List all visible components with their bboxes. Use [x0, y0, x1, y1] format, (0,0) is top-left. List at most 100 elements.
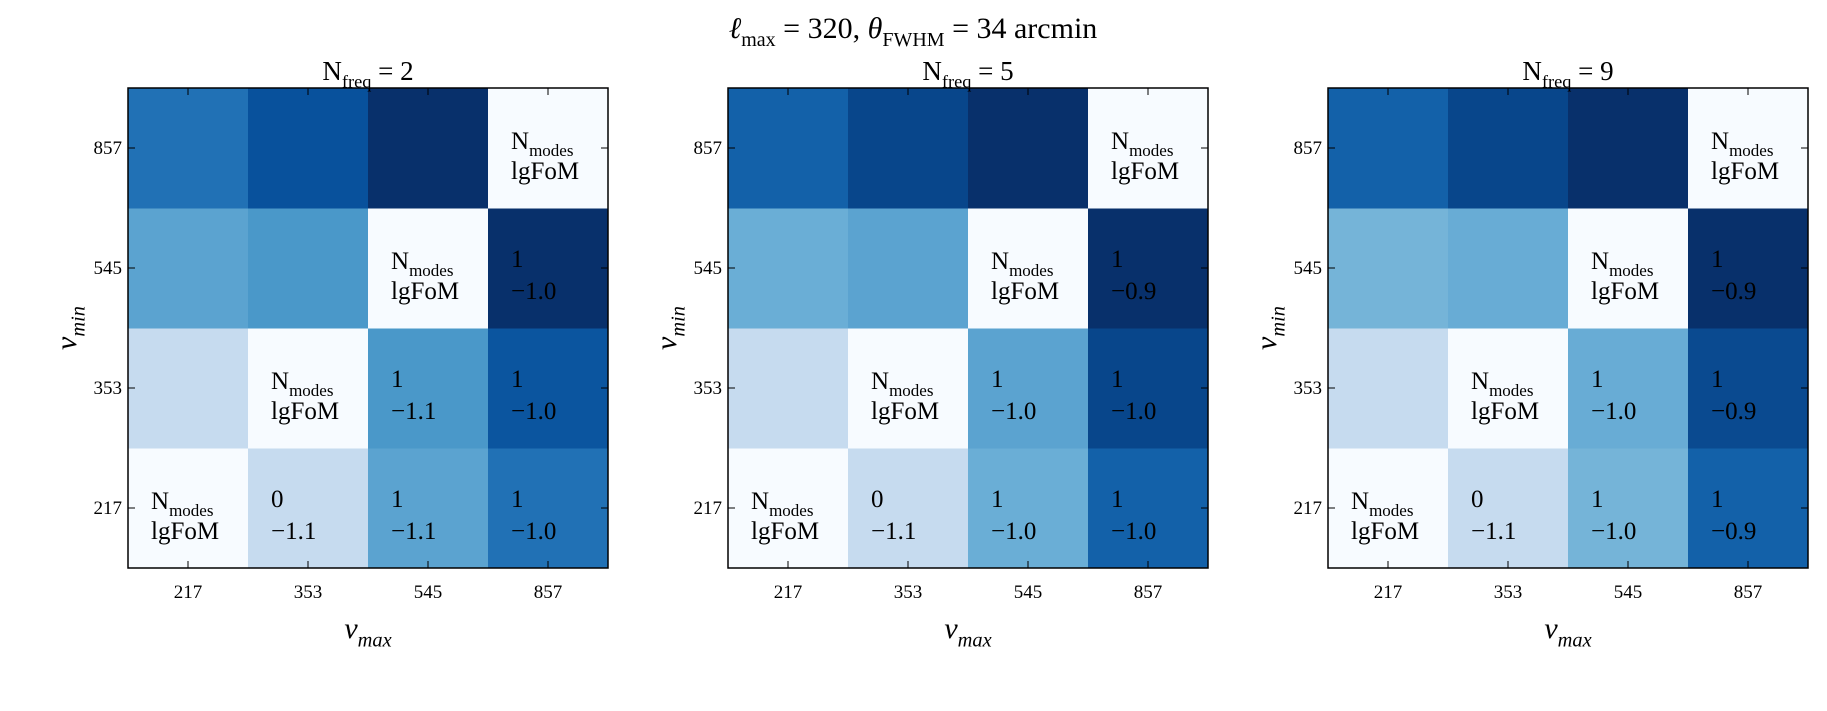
heatmap-cell: [368, 88, 489, 209]
heatmap-cell: [1328, 448, 1449, 569]
figure-title: ℓmax = 320, θFWHM = 34 arcmin: [729, 12, 1098, 51]
title-sub: max: [741, 29, 775, 51]
x-axis-label: νmax: [944, 612, 991, 651]
heatmap-cell: [1688, 328, 1809, 449]
cell-label-bottom: lgFoM: [751, 518, 819, 545]
cell-label-bottom: lgFoM: [1471, 398, 1539, 425]
heatmap-cell: [1568, 328, 1689, 449]
lgfom-label: −1.0: [511, 518, 556, 545]
y-tick-label: 217: [94, 498, 123, 519]
cell-label-top-sub: modes: [409, 261, 453, 280]
cell-label-top: Nmodes: [391, 248, 453, 280]
lgfom-label: −0.9: [1711, 518, 1756, 545]
x-tick-label: 857: [534, 582, 563, 603]
heatmap-cell: [1448, 88, 1569, 209]
n-modes-label: 1: [391, 366, 404, 393]
y-axis-label: νmin: [50, 306, 89, 350]
cell-label-top-base: N: [511, 128, 529, 155]
heatmap-cell: [248, 88, 369, 209]
cell-label-top-sub: modes: [1369, 501, 1413, 520]
cell-label-top: Nmodes: [1471, 368, 1533, 400]
heatmap-cell: [368, 208, 489, 329]
heatmap-cell: [128, 448, 249, 569]
title-part: θ: [868, 12, 883, 45]
cell-label-bottom: lgFoM: [511, 158, 579, 185]
lgfom-label: −1.1: [391, 398, 436, 425]
panel-title: Nfreq = 9: [1522, 56, 1613, 92]
y-axis-label-base: ν: [650, 336, 683, 350]
cell-label-top-sub: modes: [1489, 381, 1533, 400]
lgfom-label: −0.9: [1111, 278, 1156, 305]
n-modes-label: 0: [871, 486, 884, 513]
y-tick-label: 857: [94, 138, 123, 159]
lgfom-label: −1.0: [511, 278, 556, 305]
cell-label-top-base: N: [271, 368, 289, 395]
heatmap-cell: [1328, 208, 1449, 329]
y-axis-label: νmin: [1250, 306, 1289, 350]
cell-label-top: Nmodes: [271, 368, 333, 400]
heatmap-cell: [728, 328, 849, 449]
n-modes-label: 1: [991, 366, 1004, 393]
heatmap-cell: [1568, 208, 1689, 329]
title-part: = 320,: [776, 12, 868, 45]
cell-label-top-sub: modes: [169, 501, 213, 520]
heatmap-cell: [1448, 208, 1569, 329]
heatmap-cell: [968, 448, 1089, 569]
heatmap-cell: [1448, 328, 1569, 449]
y-axis-label: νmin: [650, 306, 689, 350]
lgfom-label: −0.9: [1711, 398, 1756, 425]
heatmap-cell: [368, 328, 489, 449]
cell-label-top: Nmodes: [1591, 248, 1653, 280]
heatmap-cell: [368, 448, 489, 569]
x-tick-label: 857: [1734, 582, 1763, 603]
heatmap-cell: [848, 208, 969, 329]
cell-label-top: Nmodes: [991, 248, 1053, 280]
cell-label-top-base: N: [391, 248, 409, 275]
y-axis-label-sub: min: [1267, 306, 1289, 337]
panel: NmodeslgFoM0−1.11−1.01−0.9NmodeslgFoM1−1…: [1250, 56, 1809, 651]
n-modes-label: 1: [1711, 486, 1724, 513]
cell-label-bottom: lgFoM: [871, 398, 939, 425]
y-axis-label-base: ν: [50, 336, 83, 350]
heatmap-cell: [1088, 88, 1209, 209]
y-tick-label: 217: [1294, 498, 1323, 519]
cell-label-top-base: N: [1351, 488, 1369, 515]
n-modes-label: 1: [1111, 486, 1124, 513]
y-axis-label-sub: min: [67, 306, 89, 337]
heatmap-cell: [848, 88, 969, 209]
cell-label-bottom: lgFoM: [271, 398, 339, 425]
lgfom-label: −1.1: [391, 518, 436, 545]
n-modes-label: 0: [1471, 486, 1484, 513]
x-axis-label-base: ν: [344, 612, 358, 645]
cell-label-bottom: lgFoM: [1711, 158, 1779, 185]
panel-title: Nfreq = 2: [322, 56, 413, 92]
x-tick-label: 545: [1614, 582, 1643, 603]
y-tick-label: 857: [694, 138, 723, 159]
title-part: ℓ: [729, 12, 742, 45]
heatmap-cell: [128, 208, 249, 329]
lgfom-label: −1.0: [991, 398, 1036, 425]
x-axis-label-base: ν: [1544, 612, 1558, 645]
cell-label-top-sub: modes: [289, 381, 333, 400]
heatmap-cell: [488, 328, 609, 449]
y-tick-label: 545: [94, 258, 123, 279]
heatmap-cell: [488, 448, 609, 569]
x-tick-label: 217: [774, 582, 803, 603]
cell-label-top-base: N: [1471, 368, 1489, 395]
x-axis-label: νmax: [344, 612, 391, 651]
plot-frame: [727, 87, 1209, 569]
heatmap-cell: [488, 88, 609, 209]
lgfom-label: −1.1: [1471, 518, 1516, 545]
cell-label-top: Nmodes: [151, 488, 213, 520]
panel-title-sub: freq: [942, 72, 972, 92]
y-tick-label: 857: [1294, 138, 1323, 159]
y-tick-label: 353: [694, 378, 723, 399]
title-part: = 34 arcmin: [945, 12, 1098, 45]
n-modes-label: 1: [511, 486, 524, 513]
lgfom-label: −1.1: [271, 518, 316, 545]
x-tick-label: 353: [894, 582, 923, 603]
heatmap-cell: [1688, 448, 1809, 569]
cell-label-bottom: lgFoM: [1111, 158, 1179, 185]
x-axis-label-sub: max: [958, 629, 992, 651]
